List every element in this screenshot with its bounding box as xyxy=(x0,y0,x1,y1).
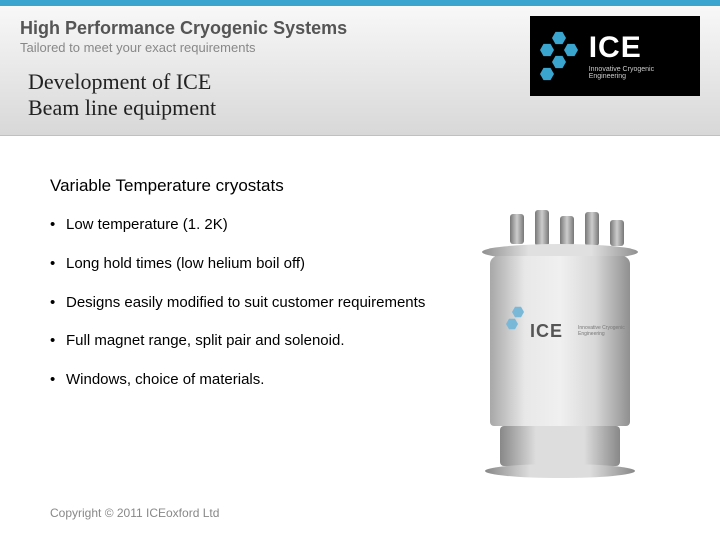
list-item: Windows, choice of materials. xyxy=(50,371,430,390)
list-item: Designs easily modified to suit customer… xyxy=(50,294,430,313)
product-image: ICE Innovative Cryogenic Engineering xyxy=(430,176,690,496)
product-sublabel: Innovative Cryogenic Engineering xyxy=(578,326,650,337)
logo-text: ICE Innovative Cryogenic Engineering xyxy=(589,33,690,80)
header: High Performance Cryogenic Systems Tailo… xyxy=(0,6,720,136)
logo-box: ICE Innovative Cryogenic Engineering xyxy=(530,16,700,96)
list-item: Full magnet range, split pair and soleno… xyxy=(50,332,430,351)
list-item: Long hold times (low helium boil off) xyxy=(50,255,430,274)
cryostat-illustration: ICE Innovative Cryogenic Engineering xyxy=(470,186,650,486)
logo-main: ICE xyxy=(589,33,690,63)
list-item: Low temperature (1. 2K) xyxy=(50,216,430,235)
logo-graphic-icon xyxy=(540,31,579,81)
bullet-list: Low temperature (1. 2K) Long hold times … xyxy=(50,216,430,390)
text-column: Variable Temperature cryostats Low tempe… xyxy=(50,176,430,496)
page-title-line2: Beam line equipment xyxy=(28,95,216,120)
logo-sub: Innovative Cryogenic Engineering xyxy=(589,66,690,80)
page-title-line1: Development of ICE xyxy=(28,69,211,94)
section-title: Variable Temperature cryostats xyxy=(50,176,430,196)
content: Variable Temperature cryostats Low tempe… xyxy=(0,136,720,496)
copyright: Copyright © 2011 ICEoxford Ltd xyxy=(50,506,219,520)
product-label: ICE xyxy=(530,321,563,342)
